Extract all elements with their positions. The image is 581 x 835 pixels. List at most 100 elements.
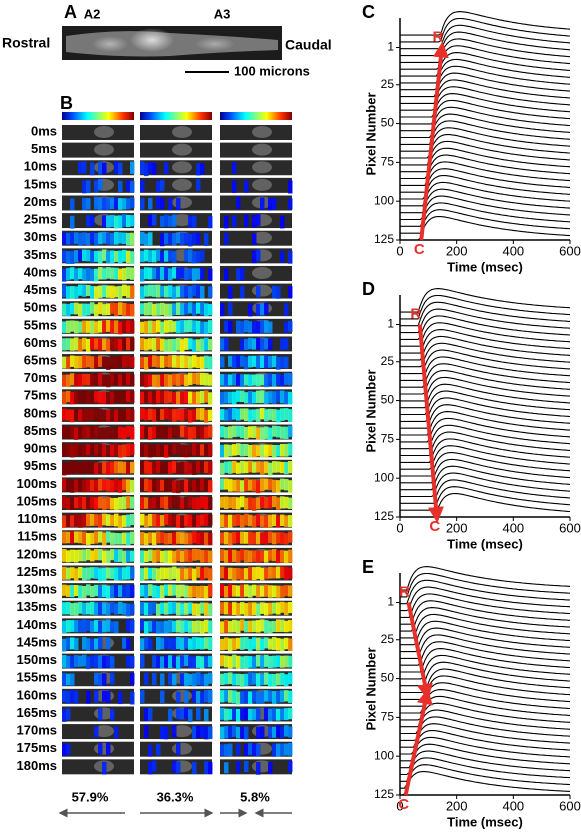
activity-patch bbox=[188, 302, 193, 314]
activity-patch bbox=[160, 726, 165, 740]
activity-patch bbox=[224, 496, 229, 510]
activity-patch bbox=[82, 320, 87, 333]
activity-patch bbox=[118, 250, 123, 264]
activity-patch bbox=[228, 602, 233, 615]
activity-patch bbox=[196, 268, 201, 280]
activity-patch bbox=[82, 531, 87, 545]
activity-patch bbox=[82, 586, 87, 598]
activity-patch bbox=[228, 656, 233, 669]
activity-patch bbox=[66, 673, 71, 686]
activity-patch bbox=[208, 496, 213, 510]
activity-patch bbox=[106, 496, 111, 510]
rostral-label: Rostral bbox=[2, 35, 50, 51]
activity-patch bbox=[122, 320, 127, 333]
activity-patch bbox=[66, 286, 71, 299]
activity-patch bbox=[276, 515, 281, 528]
activity-patch bbox=[114, 373, 119, 386]
activity-patch bbox=[118, 480, 123, 493]
activity-patch bbox=[94, 462, 99, 475]
activity-patch bbox=[122, 550, 127, 564]
activity-patch bbox=[110, 601, 115, 614]
activity-patch bbox=[126, 532, 131, 546]
activity-patch bbox=[248, 444, 253, 457]
y-tick-label: 100 bbox=[374, 193, 394, 207]
activity-patch bbox=[148, 602, 153, 616]
activity-patch bbox=[228, 408, 233, 421]
activity-patch bbox=[106, 356, 111, 370]
activity-patch bbox=[220, 566, 225, 579]
activity-patch bbox=[220, 444, 225, 458]
activity-patch bbox=[82, 461, 87, 474]
activity-patch bbox=[118, 162, 123, 175]
activity-patch bbox=[208, 690, 213, 703]
activity-patch bbox=[188, 655, 193, 669]
activity-patch bbox=[236, 620, 241, 634]
activity-patch bbox=[126, 638, 131, 651]
activity-patch bbox=[208, 480, 213, 493]
activity-patch bbox=[62, 374, 67, 387]
activity-patch bbox=[152, 444, 157, 457]
activity-patch bbox=[284, 743, 289, 756]
activity-patch bbox=[272, 567, 277, 579]
activity-patch bbox=[172, 426, 177, 438]
activity-patch bbox=[106, 585, 111, 599]
activity-patch bbox=[208, 409, 213, 421]
activity-patch bbox=[220, 462, 225, 475]
activity-patch bbox=[140, 513, 145, 526]
activity-patch bbox=[280, 390, 285, 404]
activity-patch bbox=[172, 480, 177, 493]
activity-patch bbox=[184, 479, 189, 493]
activity-patch bbox=[260, 444, 265, 458]
activity-patch bbox=[164, 355, 169, 367]
activity-patch bbox=[256, 303, 261, 316]
activity-patch bbox=[272, 655, 277, 668]
activity-patch bbox=[204, 709, 209, 722]
activity-patch bbox=[184, 620, 189, 633]
activity-patch bbox=[204, 355, 209, 369]
activity-patch bbox=[172, 637, 177, 650]
activity-patch bbox=[244, 408, 249, 422]
activity-patch bbox=[114, 267, 119, 280]
activity-patch bbox=[256, 374, 261, 387]
time-label: 130ms bbox=[17, 582, 57, 597]
activity-patch bbox=[86, 198, 91, 210]
activity-patch bbox=[74, 232, 79, 244]
activity-patch bbox=[276, 426, 281, 438]
activity-patch bbox=[276, 690, 281, 703]
activity-patch bbox=[192, 689, 197, 703]
trace bbox=[400, 376, 571, 402]
trace bbox=[400, 661, 571, 687]
activity-patch bbox=[204, 761, 209, 774]
activity-patch bbox=[86, 374, 91, 386]
activity-patch bbox=[66, 232, 71, 245]
activity-patch bbox=[284, 637, 289, 650]
activity-patch bbox=[176, 355, 181, 368]
activity-patch bbox=[192, 232, 197, 245]
activity-patch bbox=[126, 337, 131, 351]
activity-patch bbox=[232, 654, 237, 668]
activity-patch bbox=[168, 478, 173, 491]
ganglion bbox=[94, 742, 114, 755]
activity-patch bbox=[160, 267, 165, 280]
activity-patch bbox=[130, 232, 135, 246]
activity-patch bbox=[252, 250, 257, 264]
activity-patch bbox=[276, 356, 281, 370]
activity-patch bbox=[82, 197, 87, 211]
activity-patch bbox=[260, 619, 265, 632]
activity-patch bbox=[144, 550, 149, 563]
activity-patch bbox=[172, 620, 177, 633]
activity-patch bbox=[118, 232, 123, 244]
activity-patch bbox=[244, 320, 249, 333]
activity-patch bbox=[160, 673, 165, 686]
activity-patch bbox=[140, 443, 145, 457]
activity-patch bbox=[208, 620, 213, 634]
activity-patch bbox=[244, 461, 249, 474]
activity-patch bbox=[98, 743, 103, 755]
activity-patch bbox=[260, 427, 265, 440]
trace bbox=[400, 11, 571, 36]
activity-patch bbox=[272, 425, 277, 437]
activity-patch bbox=[148, 162, 153, 174]
time-label: 60ms bbox=[24, 335, 57, 350]
activity-patch bbox=[118, 444, 123, 458]
activity-patch bbox=[114, 409, 119, 422]
